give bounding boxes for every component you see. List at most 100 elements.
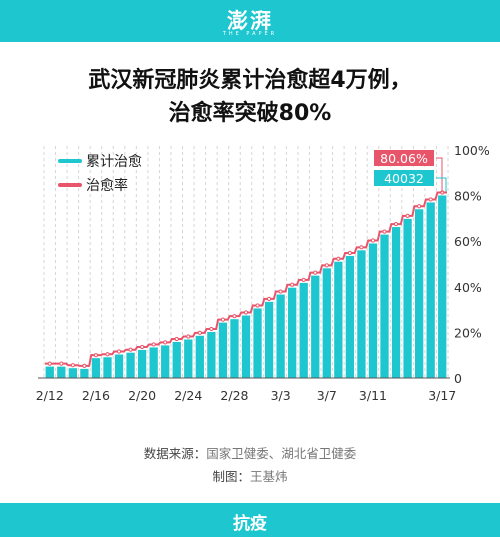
rate-point-2-28 <box>232 314 237 319</box>
bar-cured-2-16 <box>91 358 101 378</box>
rate-point-2-27 <box>220 317 226 322</box>
bar-cured-2-28 <box>230 319 239 378</box>
chart-credit: 制图：王基炜 <box>0 466 500 485</box>
bar-cured-2-23 <box>172 341 181 378</box>
data-source: 数据来源：国家卫健委、湖北省卫健委 <box>0 443 500 462</box>
bar-cured-3-15 <box>414 209 424 378</box>
rate-callout-box <box>374 150 434 166</box>
bar-cured-2-14 <box>68 368 78 378</box>
rate-point-3-2 <box>266 296 272 301</box>
bar-cured-3-12 <box>380 234 389 378</box>
legend-label: 治愈率 <box>86 177 128 194</box>
bar-cured-2-12 <box>45 366 54 378</box>
chart-area: 2/12 2/16 2/20 2/24 2/28 3/3 3/7 3/11 3/17 100% 80… <box>36 143 490 403</box>
rate-point-3-6 <box>313 270 318 275</box>
rate-point-3-3 <box>278 289 283 294</box>
rate-point-2-17 <box>105 352 110 357</box>
rate-point-3-11 <box>370 238 376 243</box>
chart-credit-name: 王基炜 <box>250 469 288 484</box>
x-tick-label: 3/17 <box>428 388 456 403</box>
x-tick-label: 3/3 <box>271 388 291 403</box>
bar-cured-2-22 <box>161 345 170 378</box>
rate-point-3-10 <box>359 245 364 250</box>
rate-point-3-8 <box>336 256 341 261</box>
rate-point-2-23 <box>174 336 179 342</box>
rate-callout-leader <box>436 157 443 193</box>
rate-point-2-25 <box>197 330 202 335</box>
y-tick-label: 80% <box>454 189 482 204</box>
bar-cured-2-17 <box>103 357 112 378</box>
rate-point-2-26 <box>209 326 214 332</box>
bar-cured-2-27 <box>218 322 228 378</box>
rate-point-3-5 <box>301 277 306 283</box>
x-tick-label: 2/12 <box>36 388 64 403</box>
bar-cured-3-11 <box>368 243 378 378</box>
bar-cured-2-26 <box>207 331 216 378</box>
rate-callout-value: 80.06% <box>380 151 428 166</box>
rate-point-3-13 <box>393 221 399 227</box>
rate-point-3-7 <box>324 263 329 268</box>
rate-point-3-1 <box>255 303 260 308</box>
bar-cured-3-16 <box>426 202 435 378</box>
bar-cured-2-21 <box>149 347 158 378</box>
bar-cured-3-7 <box>322 268 331 378</box>
legend-label: 累计治愈 <box>86 154 142 170</box>
data-source-label: 数据来源： <box>143 446 207 461</box>
rate-point-2-14 <box>70 363 75 368</box>
y-tick-label: 60% <box>454 234 482 249</box>
bar-cured-3-14 <box>403 218 412 378</box>
bar-cured-2-20 <box>137 349 147 378</box>
brand-logo: 澎湃 <box>227 8 273 33</box>
x-tick-label: 2/16 <box>82 388 110 403</box>
x-tick-label: 3/7 <box>317 388 337 403</box>
rate-point-3-15 <box>417 204 422 209</box>
bar-cured-3-2 <box>264 301 274 378</box>
rate-point-2-19 <box>128 347 133 352</box>
bar-cured-3-5 <box>299 282 308 378</box>
footer-label: 抗疫 <box>233 514 267 534</box>
chart-credit-label: 制图： <box>212 469 250 484</box>
rate-point-3-14 <box>405 213 410 218</box>
rate-point-2-29 <box>243 310 249 315</box>
bar-cured-3-9 <box>345 256 355 378</box>
rate-point-3-9 <box>347 250 352 256</box>
bar-cured-2-19 <box>126 352 135 378</box>
rate-point-2-15 <box>82 363 87 368</box>
rate-point-2-20 <box>140 344 145 350</box>
bar-cured-3-1 <box>253 308 262 378</box>
chart-title-line1: 武汉新冠肺炎累计治愈超4万例， <box>88 68 412 93</box>
bar-cured-3-8 <box>334 261 343 378</box>
bar-cured-3-10 <box>357 250 366 378</box>
x-tick-label: 2/24 <box>174 388 202 403</box>
y-tick-label: 100% <box>454 143 490 158</box>
rate-point-2-12 <box>47 361 52 366</box>
bar-cured-3-3 <box>276 294 285 378</box>
rate-point-2-16 <box>93 353 99 358</box>
bar-cured-2-25 <box>195 335 204 378</box>
y-tick-label: 0 <box>454 371 462 386</box>
rate-point-3-12 <box>382 229 387 234</box>
brand-logo-subtitle: THE PAPER <box>222 31 278 37</box>
x-tick-label: 2/20 <box>128 388 156 403</box>
bar-cured-3-4 <box>288 287 297 378</box>
bar-cured-2-13 <box>57 366 66 378</box>
count-callout-value: 40032 <box>384 171 424 186</box>
bar-cured-2-29 <box>241 315 251 378</box>
y-tick-label: 20% <box>454 325 482 340</box>
rate-point-2-18 <box>116 349 122 354</box>
bar-cured-2-24 <box>184 339 193 378</box>
rate-point-3-4 <box>290 282 295 287</box>
footer-banner: 抗疫 <box>0 503 500 537</box>
data-source-text: 国家卫健委、湖北省卫健委 <box>206 446 357 461</box>
rate-point-2-24 <box>186 334 191 339</box>
chart-title-line2: 治愈率突破80% <box>168 101 332 126</box>
bar-cured-3-17 <box>438 195 447 378</box>
rate-point-2-22 <box>163 340 168 345</box>
bar-cured-3-13 <box>391 227 401 378</box>
bar-cured-2-18 <box>114 354 124 378</box>
bar-cured-2-15 <box>80 368 89 378</box>
header-banner: 澎湃 THE PAPER <box>0 0 500 42</box>
rate-point-2-13 <box>59 361 64 366</box>
rate-point-3-16 <box>428 197 433 202</box>
x-tick-label: 3/11 <box>359 388 387 403</box>
